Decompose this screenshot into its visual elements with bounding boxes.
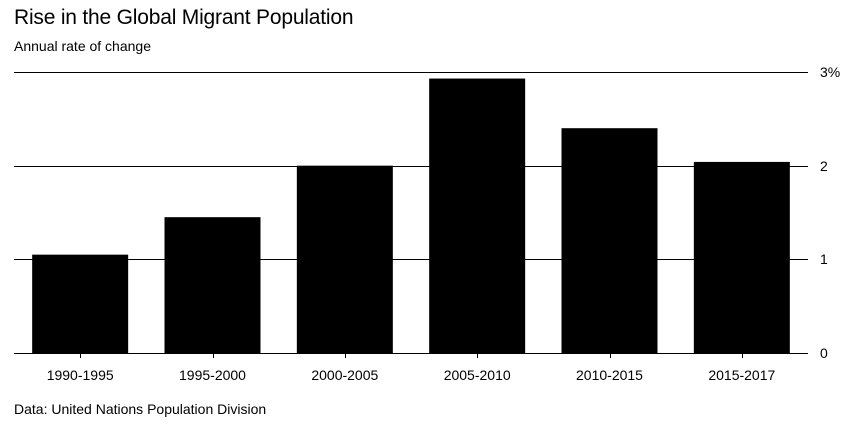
chart-source: Data: United Nations Population Division <box>14 401 267 417</box>
chart-subtitle: Annual rate of change <box>14 38 151 54</box>
y-tick-label: 2 <box>820 158 828 174</box>
bar <box>296 165 393 353</box>
bar <box>693 161 790 353</box>
bar <box>32 254 129 353</box>
x-axis-ticks: 1990-1995 1995-2000 2000-2005 2005-2010 2010… <box>47 353 776 383</box>
x-tick-label: 2005-2010 <box>444 367 511 383</box>
bar <box>429 78 526 353</box>
chart-title: Rise in the Global Migrant Population <box>14 6 354 29</box>
y-axis-ticks: 0 1 2 3% <box>820 64 840 361</box>
bar <box>561 128 658 353</box>
gridlines <box>14 72 808 260</box>
y-tick-label: 3% <box>820 64 840 80</box>
x-tick-label: 2015-2017 <box>708 367 775 383</box>
bar <box>164 217 261 353</box>
y-tick-label: 0 <box>820 345 828 361</box>
x-tick-label: 2000-2005 <box>311 367 378 383</box>
x-tick-label: 2010-2015 <box>576 367 643 383</box>
bars <box>32 78 790 353</box>
x-tick-label: 1995-2000 <box>179 367 246 383</box>
x-tick-label: 1990-1995 <box>47 367 114 383</box>
y-tick-label: 1 <box>820 251 828 267</box>
